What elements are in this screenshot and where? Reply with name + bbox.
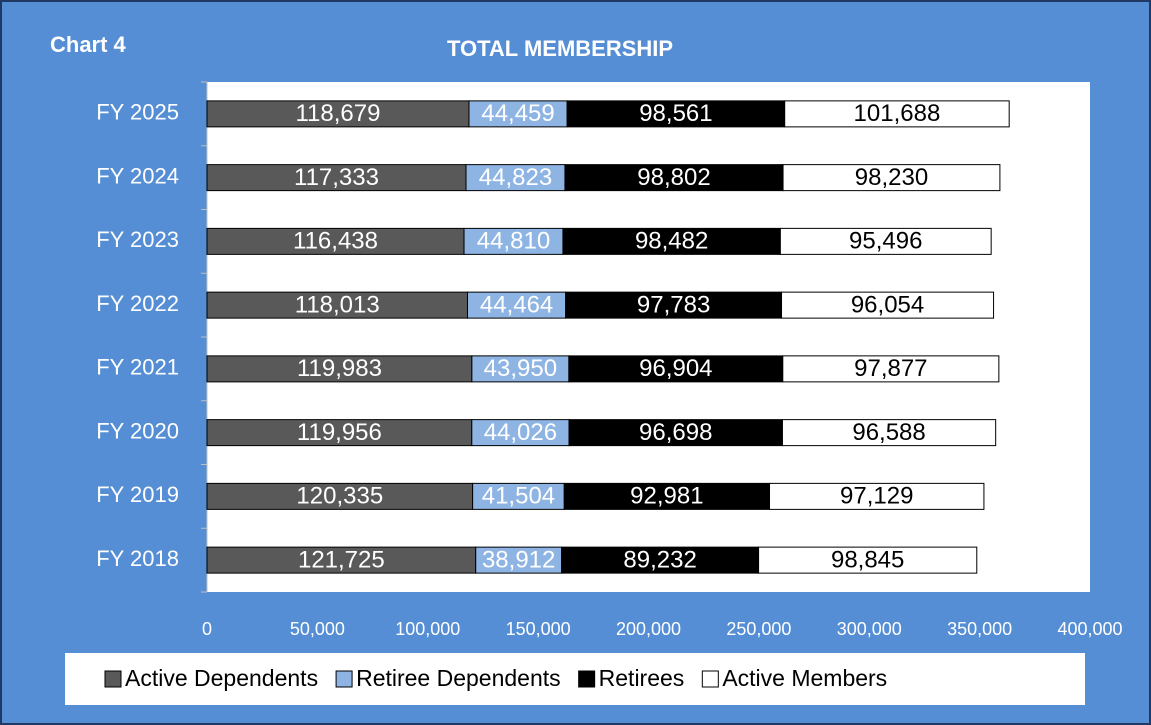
bar-segment — [563, 482, 771, 510]
y-tick-label: FY 2021 — [96, 355, 179, 380]
value-label: 96,904 — [639, 355, 712, 382]
y-tick-label: FY 2020 — [96, 418, 179, 443]
value-label: 119,956 — [297, 419, 382, 446]
bar-segment — [206, 100, 470, 128]
bar-segment — [206, 164, 467, 192]
bar-segment — [471, 355, 570, 383]
value-label: 41,504 — [482, 483, 555, 510]
y-tick-label: FY 2024 — [96, 163, 179, 188]
value-label: 38,912 — [482, 546, 555, 573]
plot-area — [207, 82, 1090, 592]
y-tick-label: FY 2023 — [96, 227, 179, 252]
value-label: 96,054 — [851, 291, 924, 318]
value-label: 96,698 — [639, 419, 712, 446]
legend-box — [65, 653, 1085, 705]
x-tick-label: 400,000 — [1057, 619, 1122, 639]
bar-segment — [565, 291, 783, 319]
bar-segment — [465, 164, 566, 192]
value-label: 96,588 — [852, 419, 925, 446]
legend-label: Retiree Dependents — [356, 665, 561, 691]
value-label: 97,129 — [840, 483, 913, 510]
bar-segment — [463, 227, 564, 255]
legend-label: Active Dependents — [125, 665, 318, 691]
bar-segment — [782, 355, 1000, 383]
value-label: 121,725 — [298, 546, 385, 573]
x-tick-label: 50,000 — [290, 619, 345, 639]
value-label: 120,335 — [296, 483, 383, 510]
value-label: 97,877 — [854, 355, 927, 382]
value-label: 98,845 — [831, 546, 904, 573]
legend-swatch — [104, 670, 122, 688]
legend-label: Retirees — [599, 665, 685, 691]
bar-segment — [206, 291, 469, 319]
bar-segment — [769, 482, 985, 510]
x-tick-label: 250,000 — [726, 619, 791, 639]
legend-label: Active Members — [722, 665, 887, 691]
x-tick-label: 100,000 — [395, 619, 460, 639]
value-label: 44,823 — [479, 164, 552, 191]
legend-swatch — [701, 670, 719, 688]
chart-title: TOTAL MEMBERSHIP — [447, 36, 673, 61]
bar-segment — [468, 100, 568, 128]
bar-segment — [206, 355, 473, 383]
value-label: 98,802 — [637, 164, 710, 191]
legend-swatch — [335, 670, 353, 688]
bar-segment — [566, 100, 786, 128]
value-label: 117,333 — [294, 164, 379, 191]
value-label: 44,810 — [477, 228, 550, 255]
y-tick-label: FY 2018 — [96, 546, 179, 571]
bar-segment — [206, 419, 473, 447]
bar-segment — [206, 227, 465, 255]
value-label: 101,688 — [854, 100, 941, 127]
y-tick-label: FY 2019 — [96, 482, 179, 507]
x-tick-label: 200,000 — [616, 619, 681, 639]
value-label: 98,230 — [855, 164, 928, 191]
value-label: 92,981 — [630, 483, 703, 510]
value-label: 44,464 — [480, 291, 553, 318]
x-tick-label: 350,000 — [947, 619, 1012, 639]
bar-segment — [568, 419, 783, 447]
bar-segment — [781, 419, 997, 447]
x-tick-label: 150,000 — [506, 619, 571, 639]
bar-segment — [758, 546, 978, 574]
value-label: 43,950 — [484, 355, 557, 382]
value-label: 116,438 — [293, 228, 378, 255]
legend-swatch — [578, 670, 596, 688]
value-label: 95,496 — [849, 228, 922, 255]
value-label: 44,459 — [481, 100, 554, 127]
x-tick-label: 300,000 — [837, 619, 902, 639]
value-label: 119,983 — [297, 355, 382, 382]
value-label: 98,561 — [639, 100, 712, 127]
bar-segment — [784, 100, 1010, 128]
bar-segment — [568, 355, 784, 383]
bar-segment — [779, 227, 992, 255]
bar-segment — [467, 291, 567, 319]
bar-segment — [781, 291, 995, 319]
value-label: 89,232 — [623, 546, 696, 573]
value-label: 44,026 — [484, 419, 557, 446]
value-label: 98,482 — [635, 228, 708, 255]
bar-segment — [206, 482, 474, 510]
y-tick-label: FY 2022 — [96, 291, 179, 316]
chart-label: Chart 4 — [50, 32, 127, 57]
bar-segment — [561, 546, 760, 574]
bar-segment — [782, 164, 1001, 192]
value-label: 118,013 — [295, 291, 380, 318]
value-label: 97,783 — [637, 291, 710, 318]
value-label: 118,679 — [295, 100, 380, 127]
x-tick-label: 0 — [202, 619, 212, 639]
y-tick-label: FY 2025 — [96, 100, 179, 125]
bar-segment — [475, 546, 563, 574]
